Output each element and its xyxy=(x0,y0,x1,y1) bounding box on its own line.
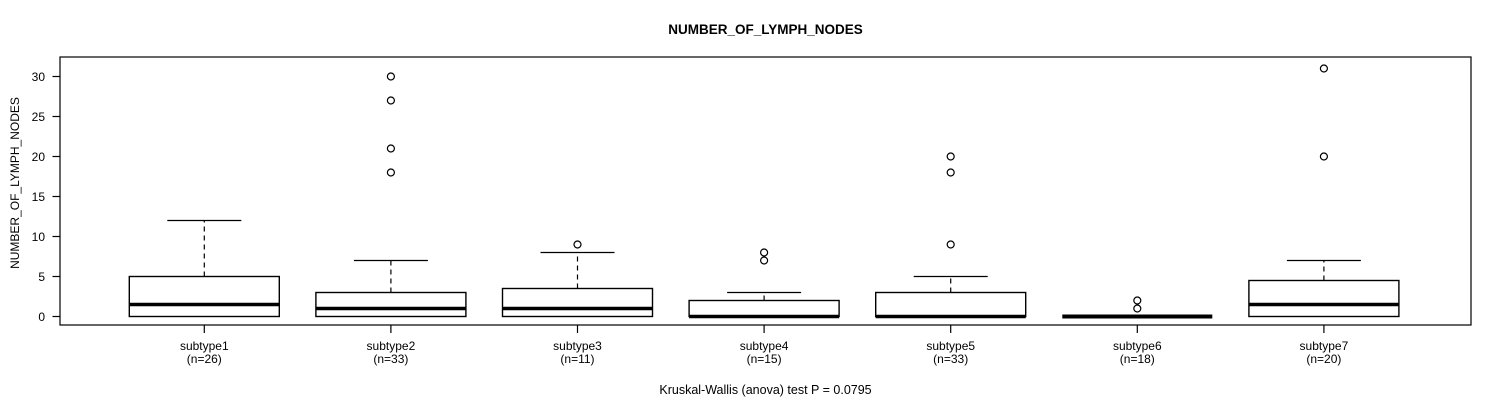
stat-caption: Kruskal-Wallis (anova) test P = 0.0795 xyxy=(659,383,872,397)
iqr-box xyxy=(1248,279,1400,318)
outlier-point xyxy=(386,96,395,105)
x-tick-sublabel: (n=15) xyxy=(747,352,782,366)
x-tick-sublabel: (n=33) xyxy=(373,352,408,366)
x-tick-sublabel: (n=11) xyxy=(560,352,594,366)
chart-title: NUMBER_OF_LYMPH_NODES xyxy=(668,22,863,37)
outlier-point xyxy=(946,168,955,177)
x-tick-label: subtype7 xyxy=(1300,339,1349,353)
outlier-point xyxy=(759,248,769,257)
outlier-point xyxy=(1319,64,1329,73)
iqr-box xyxy=(315,291,467,318)
iqr-box xyxy=(688,299,840,318)
outlier-point xyxy=(386,144,395,153)
y-tick-label: 0 xyxy=(38,310,45,324)
outlier-point xyxy=(386,72,395,81)
iqr-box xyxy=(501,287,654,318)
y-tick-label: 30 xyxy=(32,70,46,84)
y-tick-label: 20 xyxy=(32,150,46,164)
x-tick-label: subtype1 xyxy=(180,339,229,353)
plot-frame xyxy=(59,56,1472,326)
iqr-box xyxy=(128,275,281,318)
outlier-point xyxy=(573,240,582,249)
iqr-box xyxy=(875,291,1027,318)
outlier-point xyxy=(1133,296,1142,305)
x-tick-label: subtype3 xyxy=(553,339,602,353)
x-tick-label: subtype6 xyxy=(1113,339,1162,353)
outlier-point xyxy=(1133,304,1142,313)
x-tick-sublabel: (n=26) xyxy=(187,352,222,366)
y-tick-label: 10 xyxy=(32,230,46,244)
y-tick-label: 25 xyxy=(32,110,46,124)
y-tick-label: 15 xyxy=(32,190,46,204)
outlier-point xyxy=(946,240,955,249)
outlier-point xyxy=(946,152,955,161)
x-tick-sublabel: (n=20) xyxy=(1306,352,1341,366)
y-tick-label: 5 xyxy=(38,270,45,284)
x-tick-label: subtype5 xyxy=(926,339,975,353)
x-tick-label: subtype4 xyxy=(740,339,789,353)
outlier-point xyxy=(1319,152,1329,161)
x-tick-sublabel: (n=33) xyxy=(933,352,968,366)
x-tick-label: subtype2 xyxy=(367,339,416,353)
outlier-point xyxy=(386,168,395,177)
outlier-point xyxy=(759,256,769,265)
x-tick-sublabel: (n=18) xyxy=(1120,352,1155,366)
